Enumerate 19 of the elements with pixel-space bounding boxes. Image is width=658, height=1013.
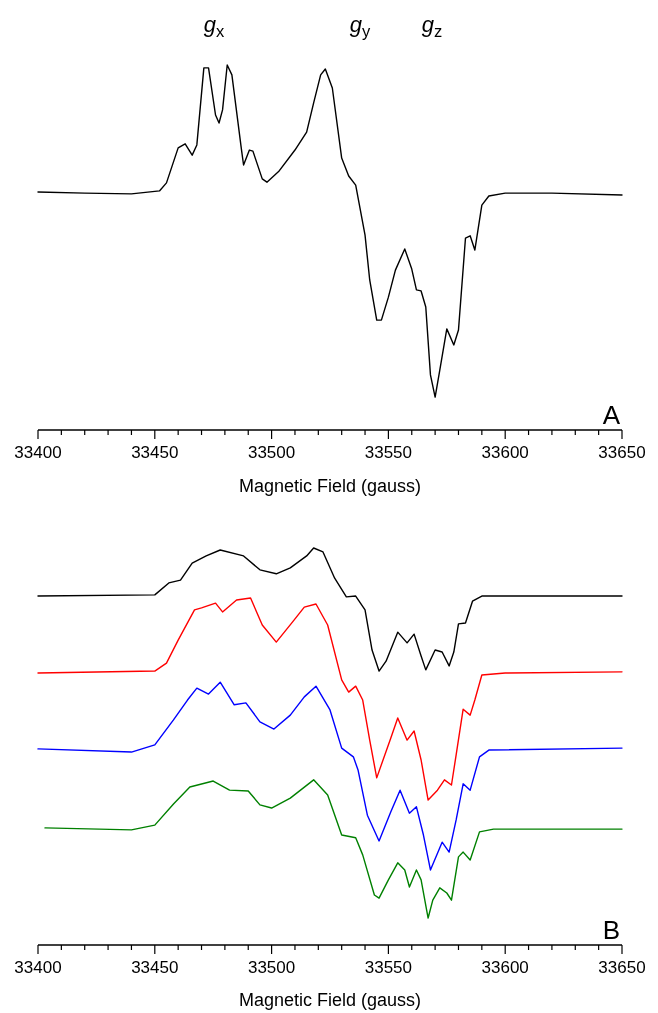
x-tick-label: 33450 bbox=[131, 443, 179, 462]
x-tick-label: 33600 bbox=[481, 443, 529, 462]
x-tick-label: 33650 bbox=[598, 958, 646, 977]
annotation: A bbox=[602, 400, 621, 430]
x-tick-label: 33500 bbox=[247, 443, 296, 462]
annotation: B bbox=[602, 915, 620, 945]
text: g$_{z}$ bbox=[421, 12, 443, 41]
x-tick-label: 33550 bbox=[364, 443, 413, 462]
x-axis-title: Magnetic Field (gauss) bbox=[238, 476, 422, 496]
x-tick-label: 33400 bbox=[14, 958, 62, 977]
x-tick-label: 33650 bbox=[598, 443, 646, 462]
x-tick-label: 33550 bbox=[364, 958, 413, 977]
x-tick-label: 33500 bbox=[247, 958, 296, 977]
x-tick-label: 33450 bbox=[131, 958, 179, 977]
text: g$_{y}$ bbox=[349, 12, 371, 41]
text: g$_{x}$ bbox=[203, 12, 225, 41]
x-axis-title: Magnetic Field (gauss) bbox=[238, 990, 422, 1010]
x-tick-label: 33400 bbox=[14, 443, 62, 462]
x-tick-label: 33600 bbox=[481, 958, 529, 977]
